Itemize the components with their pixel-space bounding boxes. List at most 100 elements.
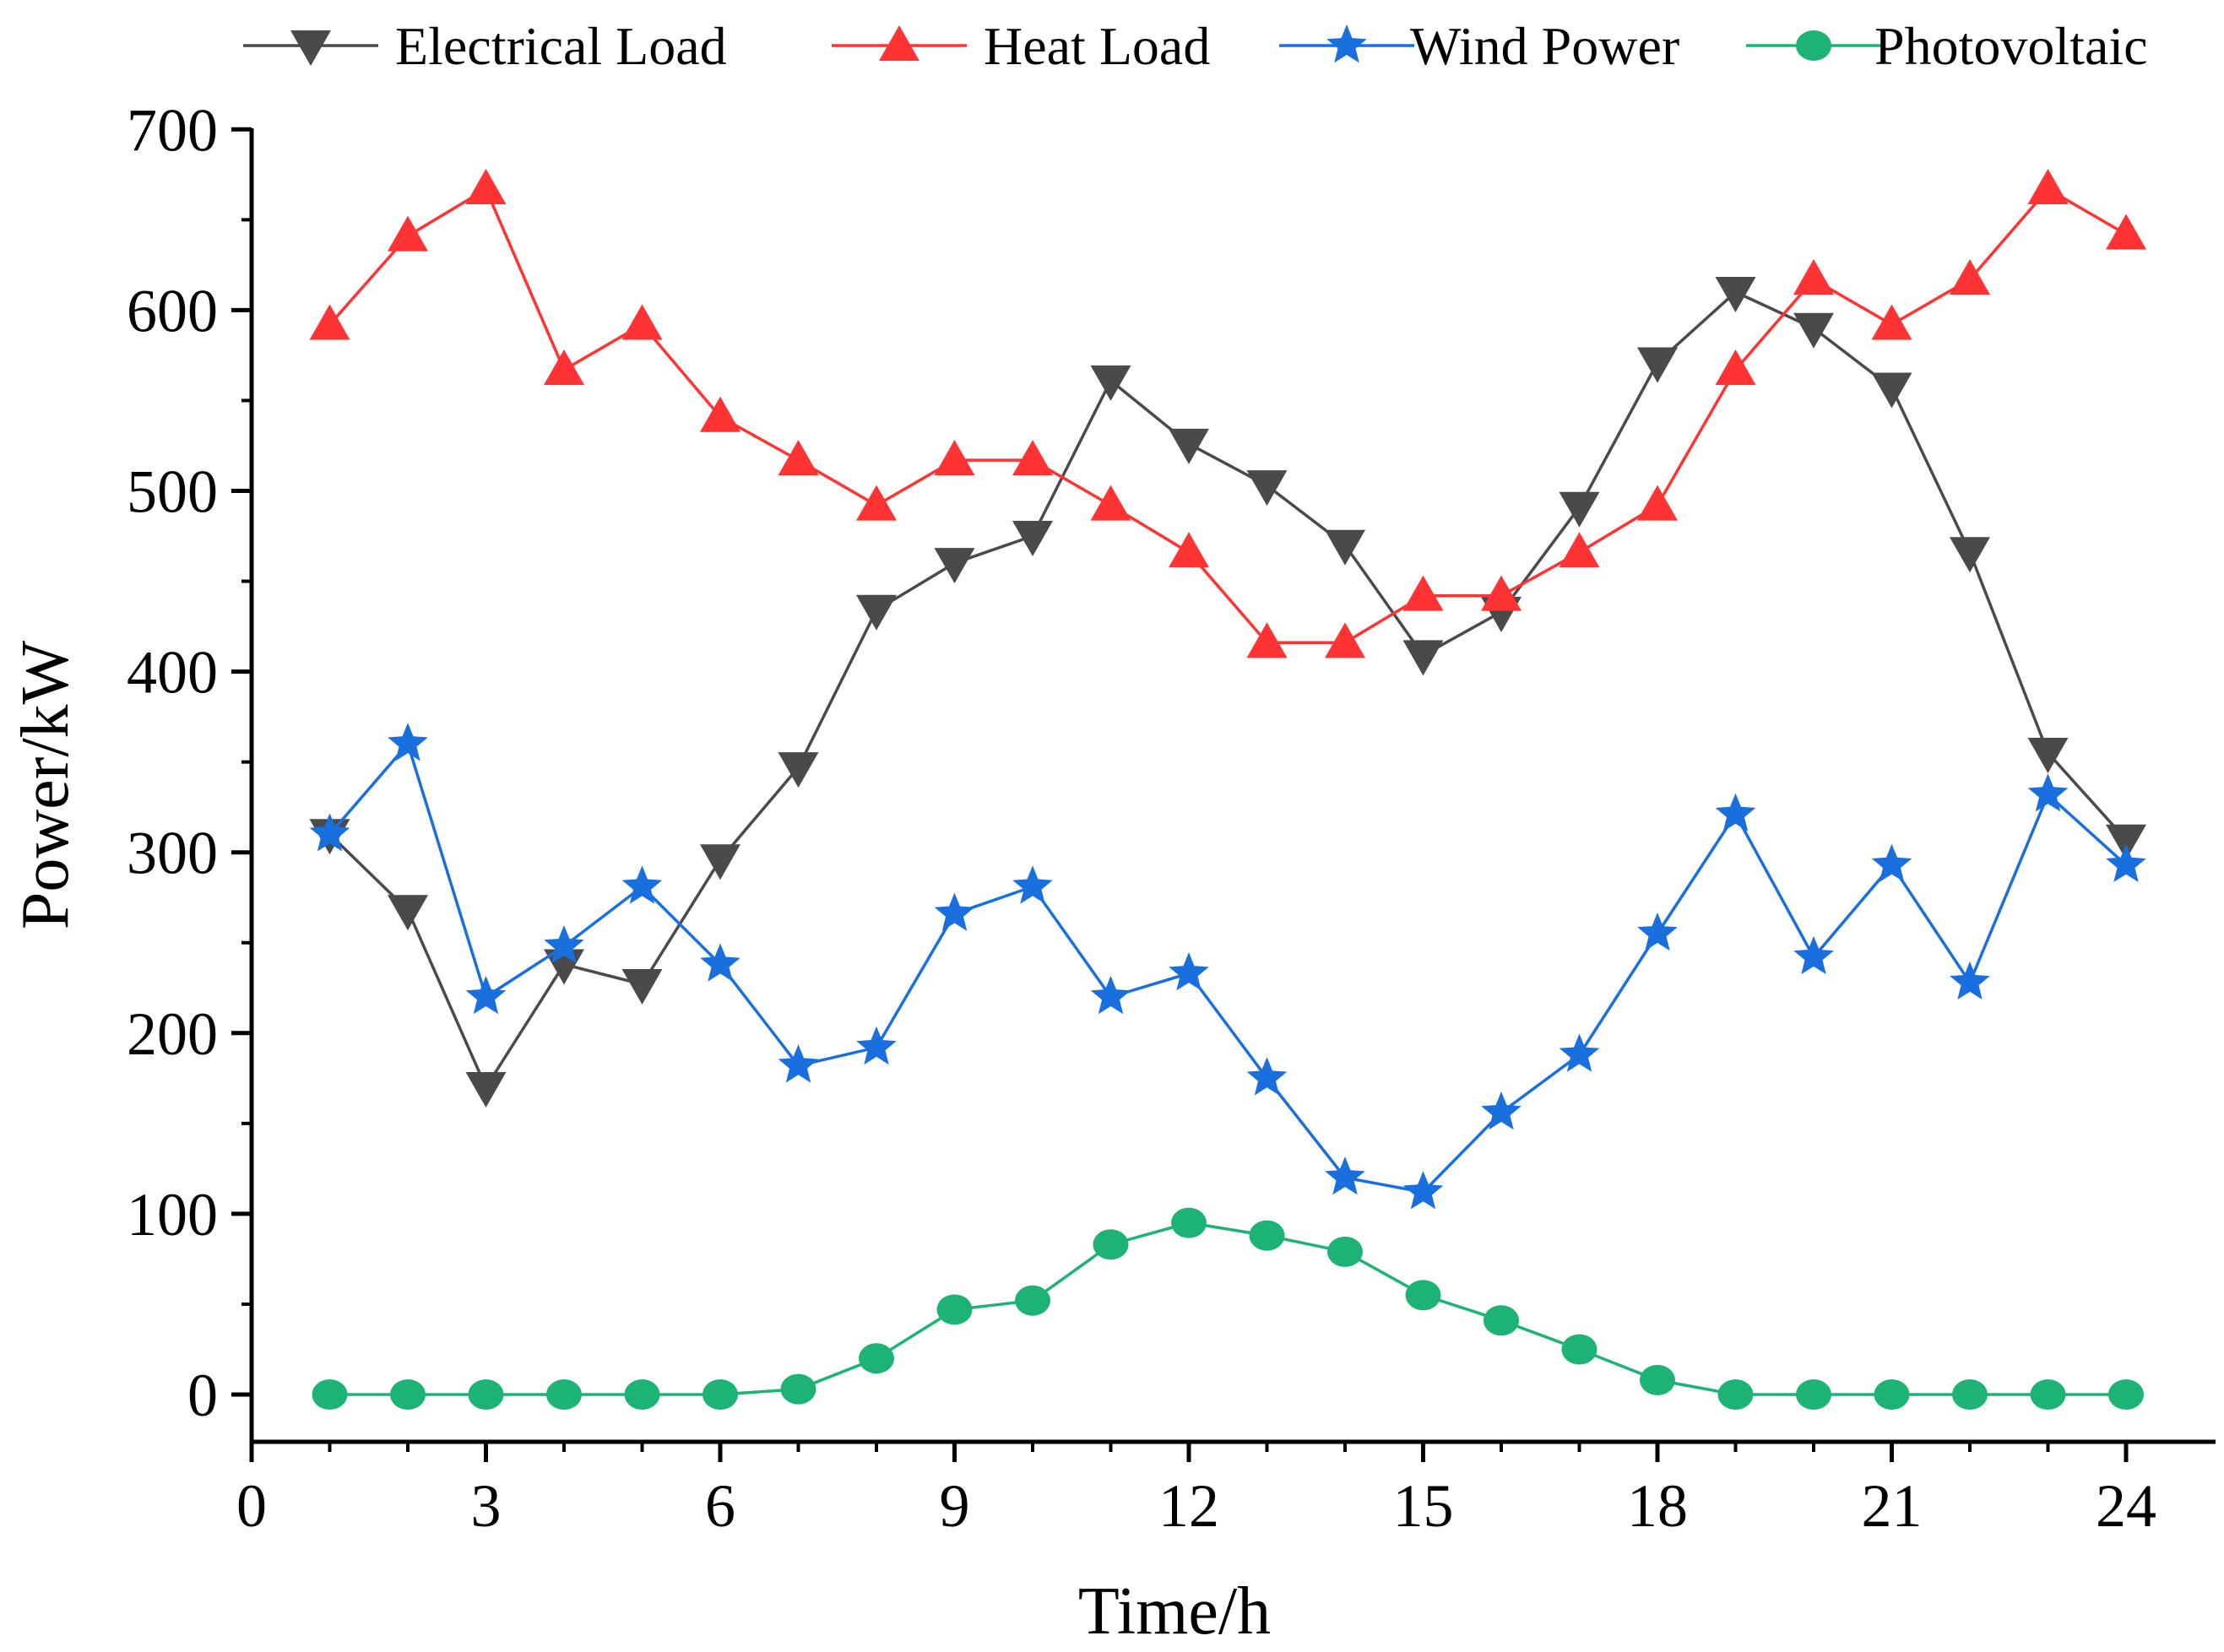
x-tick-label: 15 (1393, 1472, 1454, 1540)
data-point (2106, 214, 2146, 250)
data-point (1715, 349, 1756, 386)
data-point (388, 215, 428, 252)
data-point (700, 943, 740, 982)
data-point (1012, 521, 1053, 557)
data-point (1481, 1091, 1522, 1130)
data-point (1246, 1057, 1288, 1096)
data-point (621, 968, 663, 1005)
data-point (778, 440, 819, 476)
data-point (1090, 365, 1131, 401)
y-tick-label: 600 (127, 277, 218, 344)
data-point (1402, 1171, 1444, 1210)
data-point (312, 1379, 348, 1410)
data-point (1402, 575, 1444, 611)
x-tick-label: 12 (1158, 1472, 1219, 1540)
data-point (702, 1379, 738, 1410)
y-tick-label: 300 (127, 820, 218, 887)
y-tick-label: 200 (127, 1000, 218, 1068)
data-point (1793, 312, 1834, 349)
data-point (1559, 491, 1600, 528)
legend: Electrical Load Heat Load Wind Power Photov… (243, 16, 2148, 76)
data-point (1402, 640, 1444, 676)
axes (249, 128, 2216, 1444)
data-point (1093, 1229, 1129, 1260)
data-point (388, 895, 428, 931)
data-point (1327, 1236, 1363, 1267)
y-tick-label: 700 (127, 96, 218, 164)
x-tick-label: 3 (471, 1472, 502, 1540)
data-point (1171, 1207, 1207, 1238)
data-point (1715, 276, 1756, 312)
data-point (1950, 537, 1990, 573)
series-0 (309, 276, 2146, 1108)
series-line (329, 1221, 2126, 1396)
data-point (544, 349, 584, 386)
legend-marker (1796, 30, 1831, 61)
data-point (1090, 976, 1131, 1015)
data-point (1874, 1379, 1910, 1410)
data-point (1637, 485, 1678, 521)
series-layer (309, 168, 2146, 1410)
data-point (936, 1294, 973, 1325)
x-tick-label: 6 (705, 1472, 735, 1540)
data-point (934, 440, 975, 476)
data-point (1717, 1379, 1754, 1410)
data-point (1015, 1285, 1050, 1316)
data-point (1325, 1156, 1365, 1195)
x-tick-label: 24 (2096, 1472, 2156, 1540)
data-point (1637, 347, 1678, 383)
data-point (544, 925, 584, 964)
data-point (778, 752, 819, 788)
x-axis-title: Time/h (1078, 1574, 1271, 1649)
data-point (856, 1026, 897, 1065)
data-point (856, 485, 897, 521)
data-point (546, 1379, 582, 1410)
data-point (2027, 168, 2069, 204)
x-tick-label: 0 (236, 1472, 267, 1540)
legend-label: Wind Power (1410, 16, 1679, 76)
data-point (780, 1373, 816, 1405)
data-point (778, 1044, 819, 1083)
data-point (465, 168, 507, 204)
legend-item: Wind Power (1279, 16, 1679, 76)
data-point (1169, 532, 1209, 568)
data-point (468, 1379, 504, 1410)
data-point (700, 396, 740, 432)
y-tick-label: 100 (127, 1181, 218, 1248)
data-point (1249, 1220, 1285, 1251)
series-1 (309, 168, 2146, 658)
data-point (388, 723, 428, 761)
data-point (1640, 1364, 1675, 1395)
data-point (1871, 304, 1912, 340)
data-point (2106, 843, 2146, 882)
data-point (1561, 1334, 1597, 1365)
data-point (1637, 913, 1678, 951)
series-2 (309, 723, 2146, 1210)
data-point (1012, 440, 1053, 476)
data-point (2106, 824, 2146, 860)
data-point (1871, 843, 1912, 882)
series-line (328, 290, 2128, 1091)
data-point (1559, 1033, 1600, 1072)
data-point (309, 813, 350, 852)
legend-item: Electrical Load (243, 16, 727, 76)
data-point (1871, 372, 1912, 409)
data-point (1715, 793, 1756, 831)
data-point (2027, 773, 2069, 812)
data-point (621, 865, 663, 904)
data-point (1246, 470, 1288, 506)
data-point (934, 892, 975, 931)
x-tick-label: 18 (1627, 1472, 1688, 1540)
data-point (1405, 1280, 1441, 1311)
data-point (1325, 622, 1365, 658)
data-point (859, 1343, 894, 1374)
data-point (2027, 737, 2069, 773)
data-point (624, 1379, 660, 1410)
legend-label: Heat Load (984, 16, 1210, 76)
series-line (328, 740, 2128, 1194)
data-point (1481, 575, 1522, 611)
legend-marker (1326, 24, 1367, 63)
y-axis-title: Power/kW (8, 640, 83, 929)
data-point (621, 304, 663, 340)
